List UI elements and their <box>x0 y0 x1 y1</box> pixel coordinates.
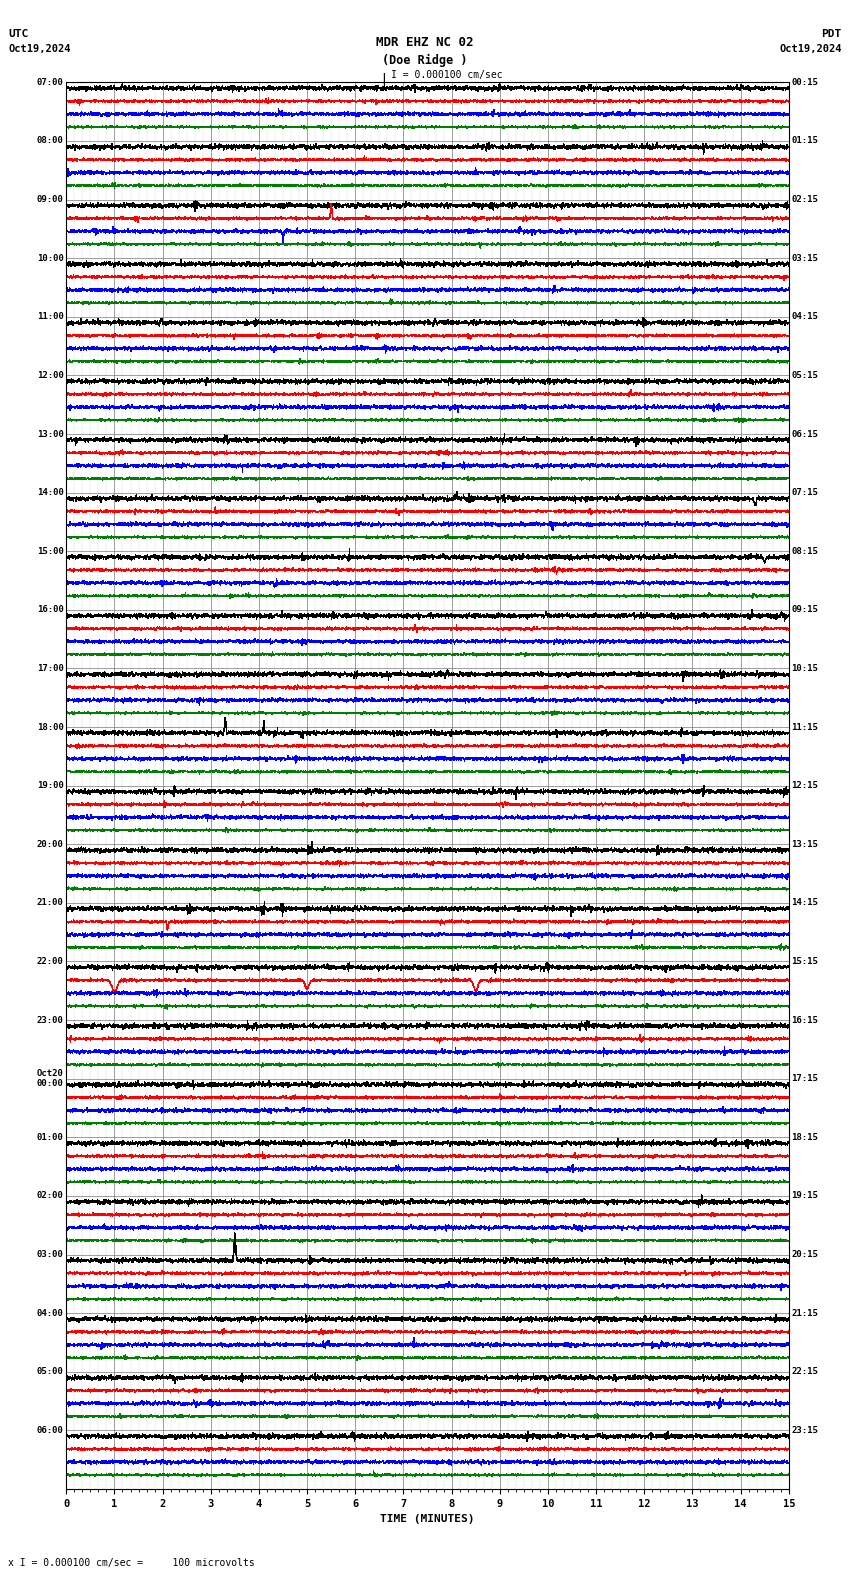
Text: (Doe Ridge ): (Doe Ridge ) <box>382 54 468 67</box>
Text: Oct19,2024: Oct19,2024 <box>779 44 842 54</box>
X-axis label: TIME (MINUTES): TIME (MINUTES) <box>380 1514 475 1524</box>
Text: Oct19,2024: Oct19,2024 <box>8 44 71 54</box>
Text: MDR EHZ NC 02: MDR EHZ NC 02 <box>377 36 473 49</box>
Text: PDT: PDT <box>821 29 842 38</box>
Text: x I = 0.000100 cm/sec =     100 microvolts: x I = 0.000100 cm/sec = 100 microvolts <box>8 1559 255 1568</box>
Text: UTC: UTC <box>8 29 29 38</box>
Text: I = 0.000100 cm/sec: I = 0.000100 cm/sec <box>391 70 502 79</box>
